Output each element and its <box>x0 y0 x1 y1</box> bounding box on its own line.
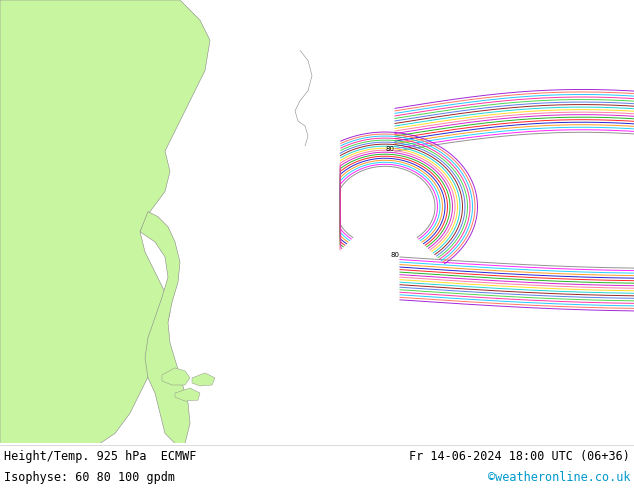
Polygon shape <box>175 388 200 401</box>
Text: Height/Temp. 925 hPa  ECMWF: Height/Temp. 925 hPa ECMWF <box>4 450 197 463</box>
Polygon shape <box>192 373 215 386</box>
Text: 80: 80 <box>385 146 394 152</box>
Text: Fr 14-06-2024 18:00 UTC (06+36): Fr 14-06-2024 18:00 UTC (06+36) <box>409 450 630 463</box>
Text: 80: 80 <box>391 252 399 258</box>
Polygon shape <box>0 0 210 443</box>
Text: Isophyse: 60 80 100 gpdm: Isophyse: 60 80 100 gpdm <box>4 471 175 484</box>
Polygon shape <box>162 368 190 385</box>
Polygon shape <box>140 212 190 443</box>
Text: ©weatheronline.co.uk: ©weatheronline.co.uk <box>488 471 630 484</box>
